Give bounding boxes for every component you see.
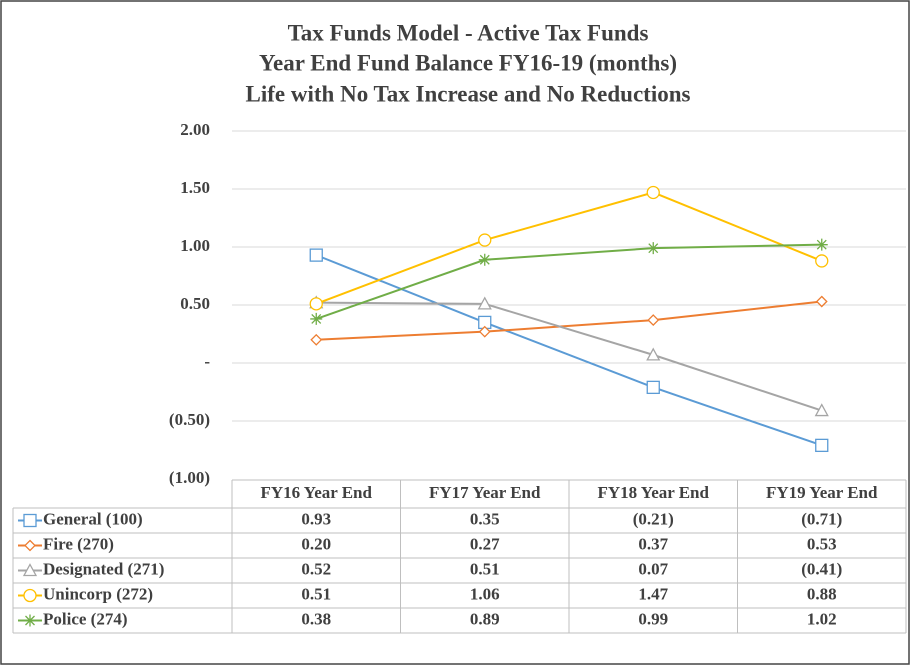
y-tick-label: (1.00) (169, 468, 210, 487)
y-tick-label: 1.50 (180, 178, 210, 197)
table-value: 0.27 (470, 534, 500, 553)
table-value: (0.71) (801, 509, 842, 528)
marker (309, 297, 323, 311)
x-tick-label: FY18 Year End (598, 483, 710, 502)
y-tick-label: 2.00 (180, 120, 210, 139)
marker (647, 242, 660, 255)
marker (478, 253, 491, 266)
table-value: 0.20 (301, 534, 331, 553)
table-value: 0.89 (470, 609, 500, 628)
y-tick-label: 1.00 (180, 236, 210, 255)
table-value: 0.37 (638, 534, 668, 553)
table-value: 0.88 (807, 584, 837, 603)
legend-marker (22, 563, 38, 577)
marker (478, 325, 491, 338)
series-line (315, 243, 822, 320)
legend-marker (23, 513, 37, 528)
chart-title: Life with No Tax Increase and No Reducti… (246, 81, 691, 106)
table-value: 1.02 (807, 609, 837, 628)
chart-title: Tax Funds Model - Active Tax Funds (288, 20, 649, 45)
table-value: 0.99 (638, 609, 668, 628)
legend-label: General (100) (43, 509, 143, 528)
marker (646, 347, 661, 361)
x-tick-label: FY16 Year End (261, 483, 373, 502)
series-line (315, 191, 823, 305)
table-value: (0.41) (801, 559, 842, 578)
marker (310, 312, 323, 325)
table-value: 0.38 (301, 609, 331, 628)
legend-label: Unincorp (272) (43, 584, 153, 603)
table-value: 0.51 (470, 559, 500, 578)
table-value: 0.52 (301, 559, 331, 578)
series-line (316, 300, 822, 341)
chart-title: Year End Fund Balance FY16-19 (months) (259, 50, 677, 75)
table-value: 1.47 (638, 584, 668, 603)
y-tick-label: 0.50 (180, 294, 210, 313)
marker (647, 314, 660, 326)
series-line (316, 301, 823, 412)
marker (646, 380, 660, 395)
marker (815, 295, 828, 308)
x-tick-label: FY17 Year End (429, 483, 541, 502)
table-value: 1.06 (470, 584, 500, 603)
table-value: 0.53 (807, 534, 837, 553)
y-tick-label: - (204, 352, 210, 371)
marker (815, 238, 828, 251)
table-value: 0.07 (638, 559, 668, 578)
x-tick-label: FY19 Year End (766, 483, 878, 502)
legend-marker (24, 539, 36, 552)
marker (815, 254, 829, 268)
legend-marker (23, 588, 37, 603)
y-tick-label: (0.50) (169, 410, 210, 429)
marker (310, 333, 323, 346)
marker (814, 403, 829, 417)
marker (815, 438, 829, 453)
table-value: 0.35 (470, 509, 500, 528)
legend-label: Designated (271) (43, 559, 164, 578)
table-value: 0.93 (301, 509, 331, 528)
legend-marker (24, 614, 36, 627)
legend-label: Police (274) (43, 609, 128, 628)
table-value: 0.51 (301, 584, 331, 603)
legend-label: Fire (270) (43, 534, 114, 553)
table-value: (0.21) (633, 509, 674, 528)
marker (309, 248, 323, 262)
marker (646, 185, 660, 200)
marker (478, 233, 492, 247)
marker (477, 296, 492, 310)
